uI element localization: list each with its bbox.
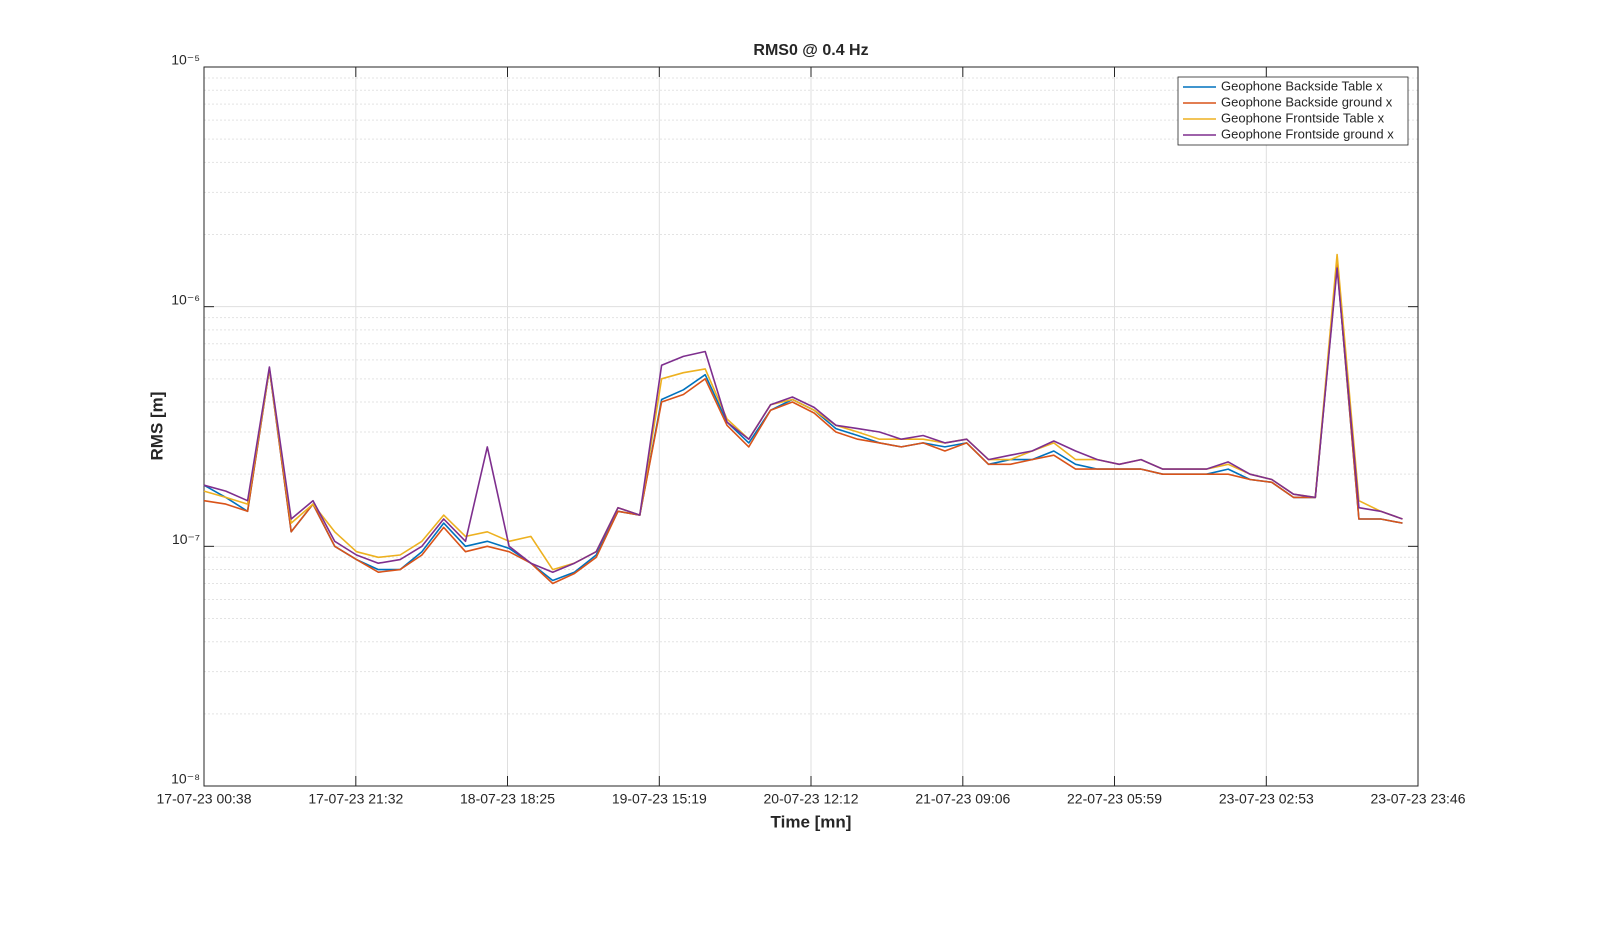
x-axis-label: Time [mn] <box>771 812 852 831</box>
legend-label: Geophone Backside Table x <box>1221 78 1383 93</box>
y-tick-label: 10⁻⁵ <box>171 52 200 68</box>
x-tick-label: 23-07-23 02:53 <box>1219 791 1314 807</box>
x-tick-label: 23-07-23 23:46 <box>1371 791 1466 807</box>
chart-title: RMS0 @ 0.4 Hz <box>753 42 868 59</box>
x-tick-label: 19-07-23 15:19 <box>612 791 707 807</box>
plot-frame <box>203 66 1419 787</box>
y-tick-label: 10⁻⁶ <box>171 291 200 307</box>
data-line <box>203 267 1403 573</box>
x-tick-label: 21-07-23 09:06 <box>915 791 1010 807</box>
y-tick-label: 10⁻⁷ <box>172 531 200 547</box>
data-line <box>203 263 1403 585</box>
x-tick-label: 17-07-23 00:38 <box>157 791 252 807</box>
legend-label: Geophone Frontside Table x <box>1221 110 1385 125</box>
y-tick-label: 10⁻⁸ <box>171 771 200 787</box>
x-tick-label: 22-07-23 05:59 <box>1067 791 1162 807</box>
legend-box <box>1177 76 1409 146</box>
legend-label: Geophone Backside ground x <box>1221 94 1393 109</box>
legend-label: Geophone Frontside ground x <box>1221 126 1394 141</box>
x-tick-label: 17-07-23 21:32 <box>308 791 403 807</box>
x-tick-label: 20-07-23 12:12 <box>764 791 859 807</box>
x-tick-label: 18-07-23 18:25 <box>460 791 555 807</box>
y-axis-label: RMS [m] <box>147 392 166 461</box>
